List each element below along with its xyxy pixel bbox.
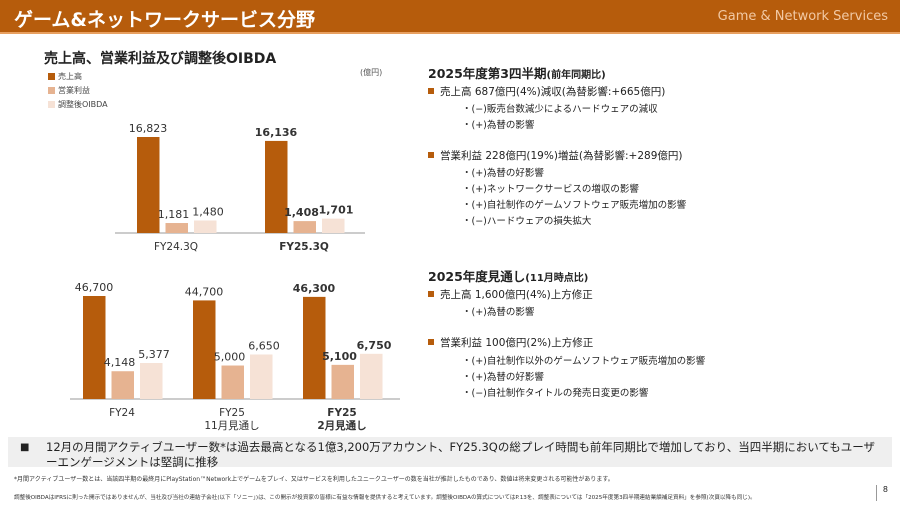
data-label: 46,700: [75, 281, 114, 294]
legend-oibda: 調整後OIBDA: [48, 99, 108, 110]
legend-label: 調整後OIBDA: [58, 100, 108, 109]
chart-title: 売上高、営業利益及び調整後OIBDA: [44, 51, 277, 67]
fy-sales: 売上高 1,600億円(4%)上方修正: [428, 287, 593, 302]
fy-title-note: (11月時点比): [525, 273, 589, 284]
header-subtitle: Game & Network Services: [717, 9, 888, 24]
footnote: *月間アクティブユーザー数とは、当該四半期の最終月にPlayStation™Ne…: [14, 476, 614, 483]
fy-title: 2025年度見通し: [428, 269, 526, 284]
bar-sales: [303, 296, 326, 399]
data-label: 4,148: [104, 356, 136, 369]
header-bar: ゲーム&ネットワークサービス分野 Game & Network Services: [0, 0, 900, 34]
data-label: 1,480: [192, 206, 224, 219]
q3-oi-item: ・(+)ネットワークサービスの増収の影響: [462, 184, 639, 195]
unit-label: (億円): [360, 68, 383, 77]
legend-sales: 売上高: [48, 71, 82, 82]
bar-sales: [83, 296, 106, 399]
data-label: 5,377: [138, 348, 170, 361]
category-label: FY24: [109, 407, 135, 419]
q3-title-note: (前年同期比): [546, 70, 606, 81]
q3-sales-item: ・(+)為替の影響: [462, 120, 535, 131]
fy-sales-item: ・(+)為替の影響: [462, 307, 535, 318]
q3-oi-item: ・(+)自社制作のゲームソフトウェア販売増加の影響: [462, 200, 687, 211]
data-label: 5,000: [214, 351, 246, 364]
data-label: 46,300: [293, 282, 336, 295]
bar-sales: [265, 140, 288, 233]
q3-oi-item: ・(−)ハードウェアの損失拡大: [462, 216, 592, 227]
key-message-text: 12月の月間アクティブユーザー数*は過去最高となる1億3,200万アカウント、F…: [46, 440, 876, 469]
q3-sales: 売上高 687億円(4%)減収(為替影響:+665億円): [428, 84, 665, 99]
data-label: 1,701: [319, 204, 354, 217]
bar-oibda: [322, 218, 345, 233]
category-label: FY25: [327, 407, 356, 419]
bar-sales: [137, 137, 160, 233]
bar-oibda: [250, 354, 273, 399]
data-label: 6,750: [357, 339, 392, 352]
category-label: FY25.3Q: [279, 241, 329, 253]
category-label: 11月見通し: [204, 420, 259, 432]
fy-oi-item: ・(−)自社制作タイトルの発売日変更の影響: [462, 388, 649, 399]
q3-title: 2025年度第3四半期: [428, 66, 547, 81]
category-label: FY24.3Q: [154, 241, 198, 253]
bar-operating-income: [331, 364, 354, 399]
bar-charts: 16,823 1,181 1,480 FY24.3Q 16,136 1,408 1,701 F…: [70, 122, 400, 432]
data-label: 5,100: [322, 350, 357, 363]
bar-operating-income: [221, 365, 244, 399]
bullet-icon: ■: [20, 442, 30, 453]
data-label: 44,700: [185, 285, 224, 298]
fy-oi: 営業利益 100億円(2%)上方修正: [428, 335, 593, 350]
q3-oi: 営業利益 228億円(19%)増益(為替影響:+289億円): [428, 148, 682, 163]
bar-operating-income: [293, 221, 316, 233]
category-label: FY25: [219, 407, 245, 419]
category-label: 2月見通し: [317, 420, 366, 432]
key-message: ■ 12月の月間アクティブユーザー数*は過去最高となる1億3,200万アカウント、…: [8, 437, 892, 469]
bar-operating-income: [111, 371, 134, 399]
bar-oibda: [140, 363, 163, 399]
legend-label: 売上高: [58, 72, 82, 81]
fy-heading: 2025年度見通し(11月時点比): [428, 266, 588, 285]
data-label: 1,408: [284, 206, 319, 219]
data-label: 16,823: [129, 122, 168, 135]
bar-oibda: [360, 353, 383, 399]
page-number: 8: [875, 485, 888, 501]
q3-sales-item: ・(−)販売台数減少によるハードウェアの減収: [462, 104, 658, 115]
q3-oi-item: ・(+)為替の好影響: [462, 168, 544, 179]
fy-oi-item: ・(+)自社制作以外のゲームソフトウェア販売増加の影響: [462, 356, 706, 367]
legend-operating-income: 営業利益: [48, 85, 90, 96]
data-label: 1,181: [158, 208, 190, 221]
data-label: 16,136: [255, 126, 298, 139]
fy-oi-item: ・(+)為替の好影響: [462, 372, 544, 383]
data-label: 6,650: [248, 339, 280, 352]
page-title: ゲーム&ネットワークサービス分野: [14, 9, 316, 31]
footnote: 調整後OIBDAはIFRSに則った開示ではありませんが、当社及び当社の連結子会社…: [14, 495, 756, 501]
q3-heading: 2025年度第3四半期(前年同期比): [428, 63, 606, 82]
bar-operating-income: [165, 223, 188, 233]
legend-label: 営業利益: [58, 86, 90, 95]
bar-oibda: [194, 220, 217, 233]
bar-sales: [193, 300, 216, 399]
